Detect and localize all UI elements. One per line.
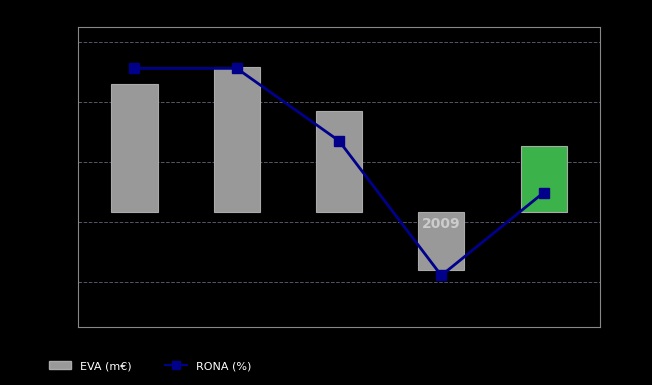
Bar [520,146,567,213]
Bar [214,67,259,213]
Bar [111,84,158,213]
Bar [316,111,362,213]
Bar [419,213,464,270]
Text: 2009: 2009 [422,217,460,231]
Legend: EVA (m€), RONA (%): EVA (m€), RONA (%) [45,357,256,376]
